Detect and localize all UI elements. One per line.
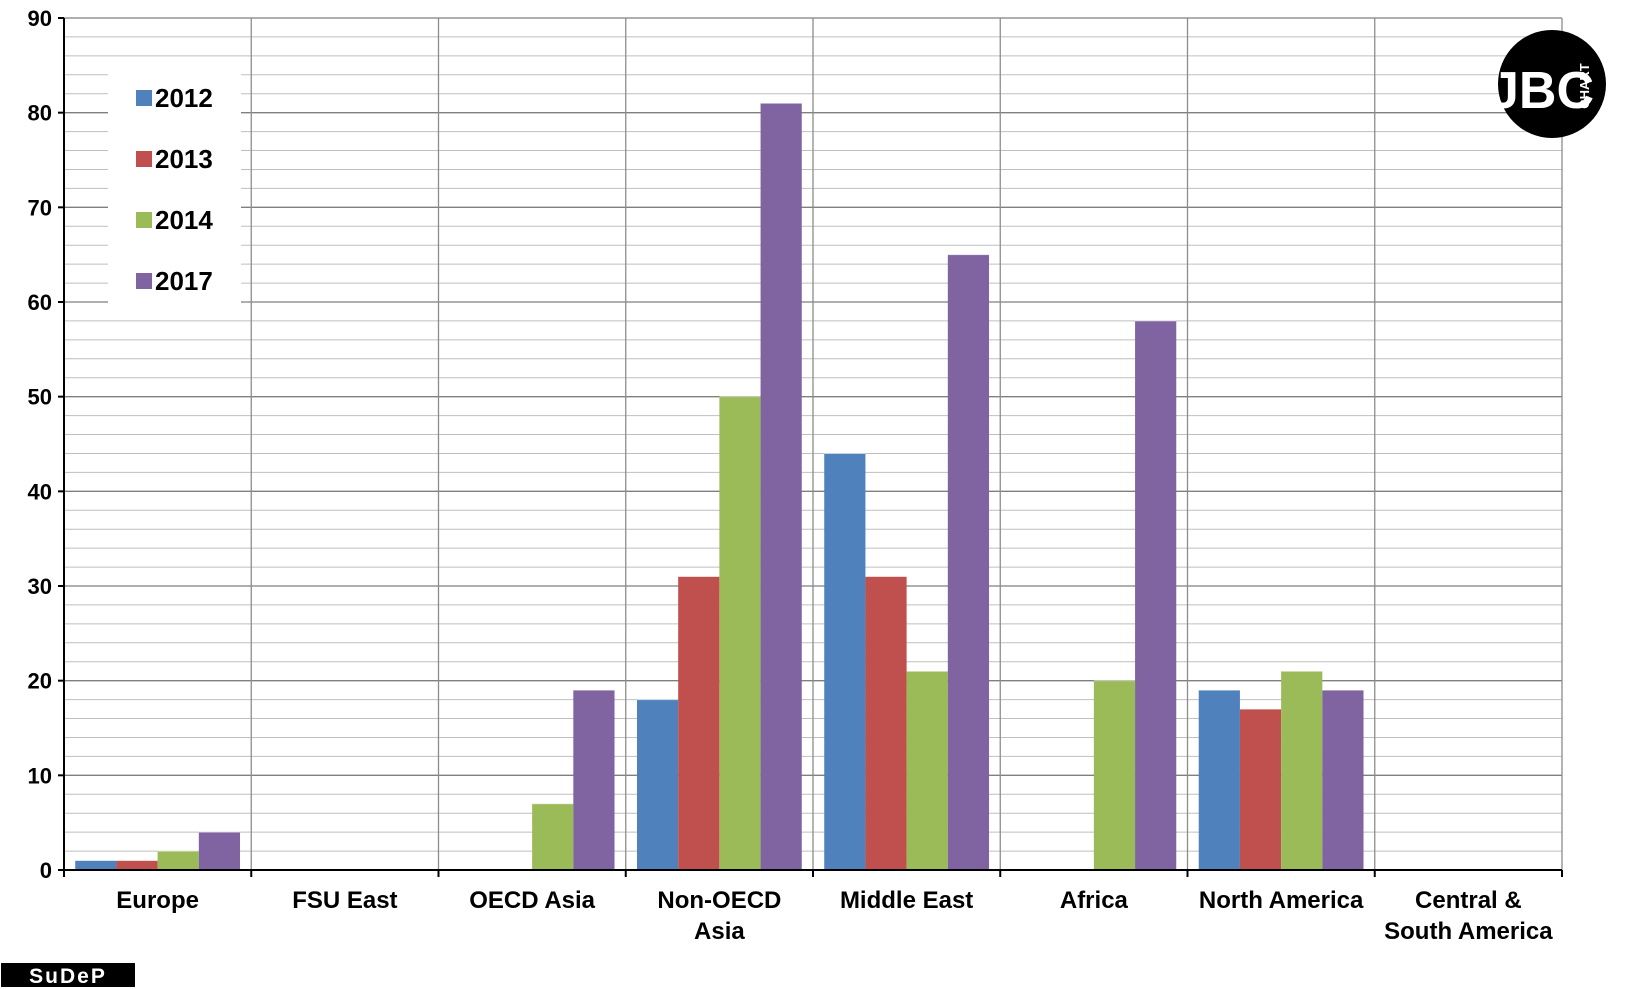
axes (58, 17, 1563, 877)
y-axis-tick-labels: 0 10 20 30 40 50 60 70 80 90 (28, 6, 52, 883)
category-label: Asia (694, 918, 745, 945)
category-label: FSU East (292, 887, 397, 914)
bar-2012-3 (636, 699, 679, 870)
sudep-logo-box (1, 963, 135, 987)
bar-2017-6 (1322, 690, 1364, 870)
category-label: North America (1199, 887, 1364, 914)
legend-label-2013: 2013 (155, 144, 213, 174)
bars (75, 102, 1364, 870)
bar-2017-3 (760, 103, 802, 870)
y-tick-label: 20 (28, 669, 52, 694)
category-label: Non-OECD (657, 887, 781, 914)
y-tick-label: 10 (28, 763, 52, 788)
bar-2013-0 (116, 860, 158, 870)
y-tick-label: 50 (28, 385, 52, 410)
grid (64, 17, 1563, 870)
bar-2014-3 (719, 396, 761, 870)
bar-2014-0 (157, 851, 199, 870)
bar-2013-4 (865, 576, 907, 870)
y-tick-label: 90 (28, 6, 52, 31)
bar-2017-0 (198, 832, 241, 870)
legend-swatch-2013 (136, 151, 152, 167)
bar-2017-5 (1135, 320, 1177, 870)
category-label: Africa (1060, 887, 1129, 914)
category-label: South America (1384, 918, 1553, 945)
bar-2014-2 (532, 803, 574, 870)
bar-2017-4 (947, 254, 990, 870)
legend-swatch-2014 (136, 212, 152, 228)
y-tick-label: 40 (28, 479, 52, 504)
sudep-logo-text: SuDeP (29, 965, 107, 988)
category-label: Europe (116, 887, 199, 914)
bar-2014-5 (1093, 680, 1136, 870)
legend-box (108, 73, 241, 309)
legend-label-2014: 2014 (155, 205, 213, 235)
legend-label-2012: 2012 (155, 83, 213, 113)
y-tick-label: 80 (28, 101, 52, 126)
x-axis-category-labels: Europe FSU East OECD Asia Non-OECD Asia Middl… (116, 887, 1553, 945)
category-label: OECD Asia (469, 887, 595, 914)
bar-2013-3 (678, 576, 720, 870)
y-tick-label: 0 (40, 858, 52, 883)
jbc-logo-letters: JBC (1490, 62, 1594, 120)
category-label: Central & (1415, 887, 1522, 914)
y-tick-label: 30 (28, 574, 52, 599)
jbc-logo-word: CHART (1577, 63, 1592, 109)
legend-label-2017: 2017 (155, 266, 213, 296)
sudep-logo: SuDeP (1, 963, 135, 988)
jbc-chart-logo: JBC CHART (1490, 30, 1606, 138)
legend-swatch-2017 (136, 273, 152, 289)
bar-2013-6 (1239, 709, 1282, 870)
bar-2012-6 (1198, 690, 1240, 870)
bar-2014-6 (1281, 671, 1323, 870)
y-tick-label: 60 (28, 290, 52, 315)
bar-2012-4 (824, 453, 866, 870)
bar-2014-4 (906, 671, 948, 870)
jbc-logo-circle (1498, 30, 1606, 138)
bar-2012-0 (75, 860, 117, 870)
category-label: Middle East (840, 887, 973, 914)
y-tick-label: 70 (28, 195, 52, 220)
legend-swatch-2012 (136, 90, 152, 106)
bar-2017-2 (573, 690, 615, 870)
legend: 2012 2013 2014 2017 (108, 73, 241, 309)
